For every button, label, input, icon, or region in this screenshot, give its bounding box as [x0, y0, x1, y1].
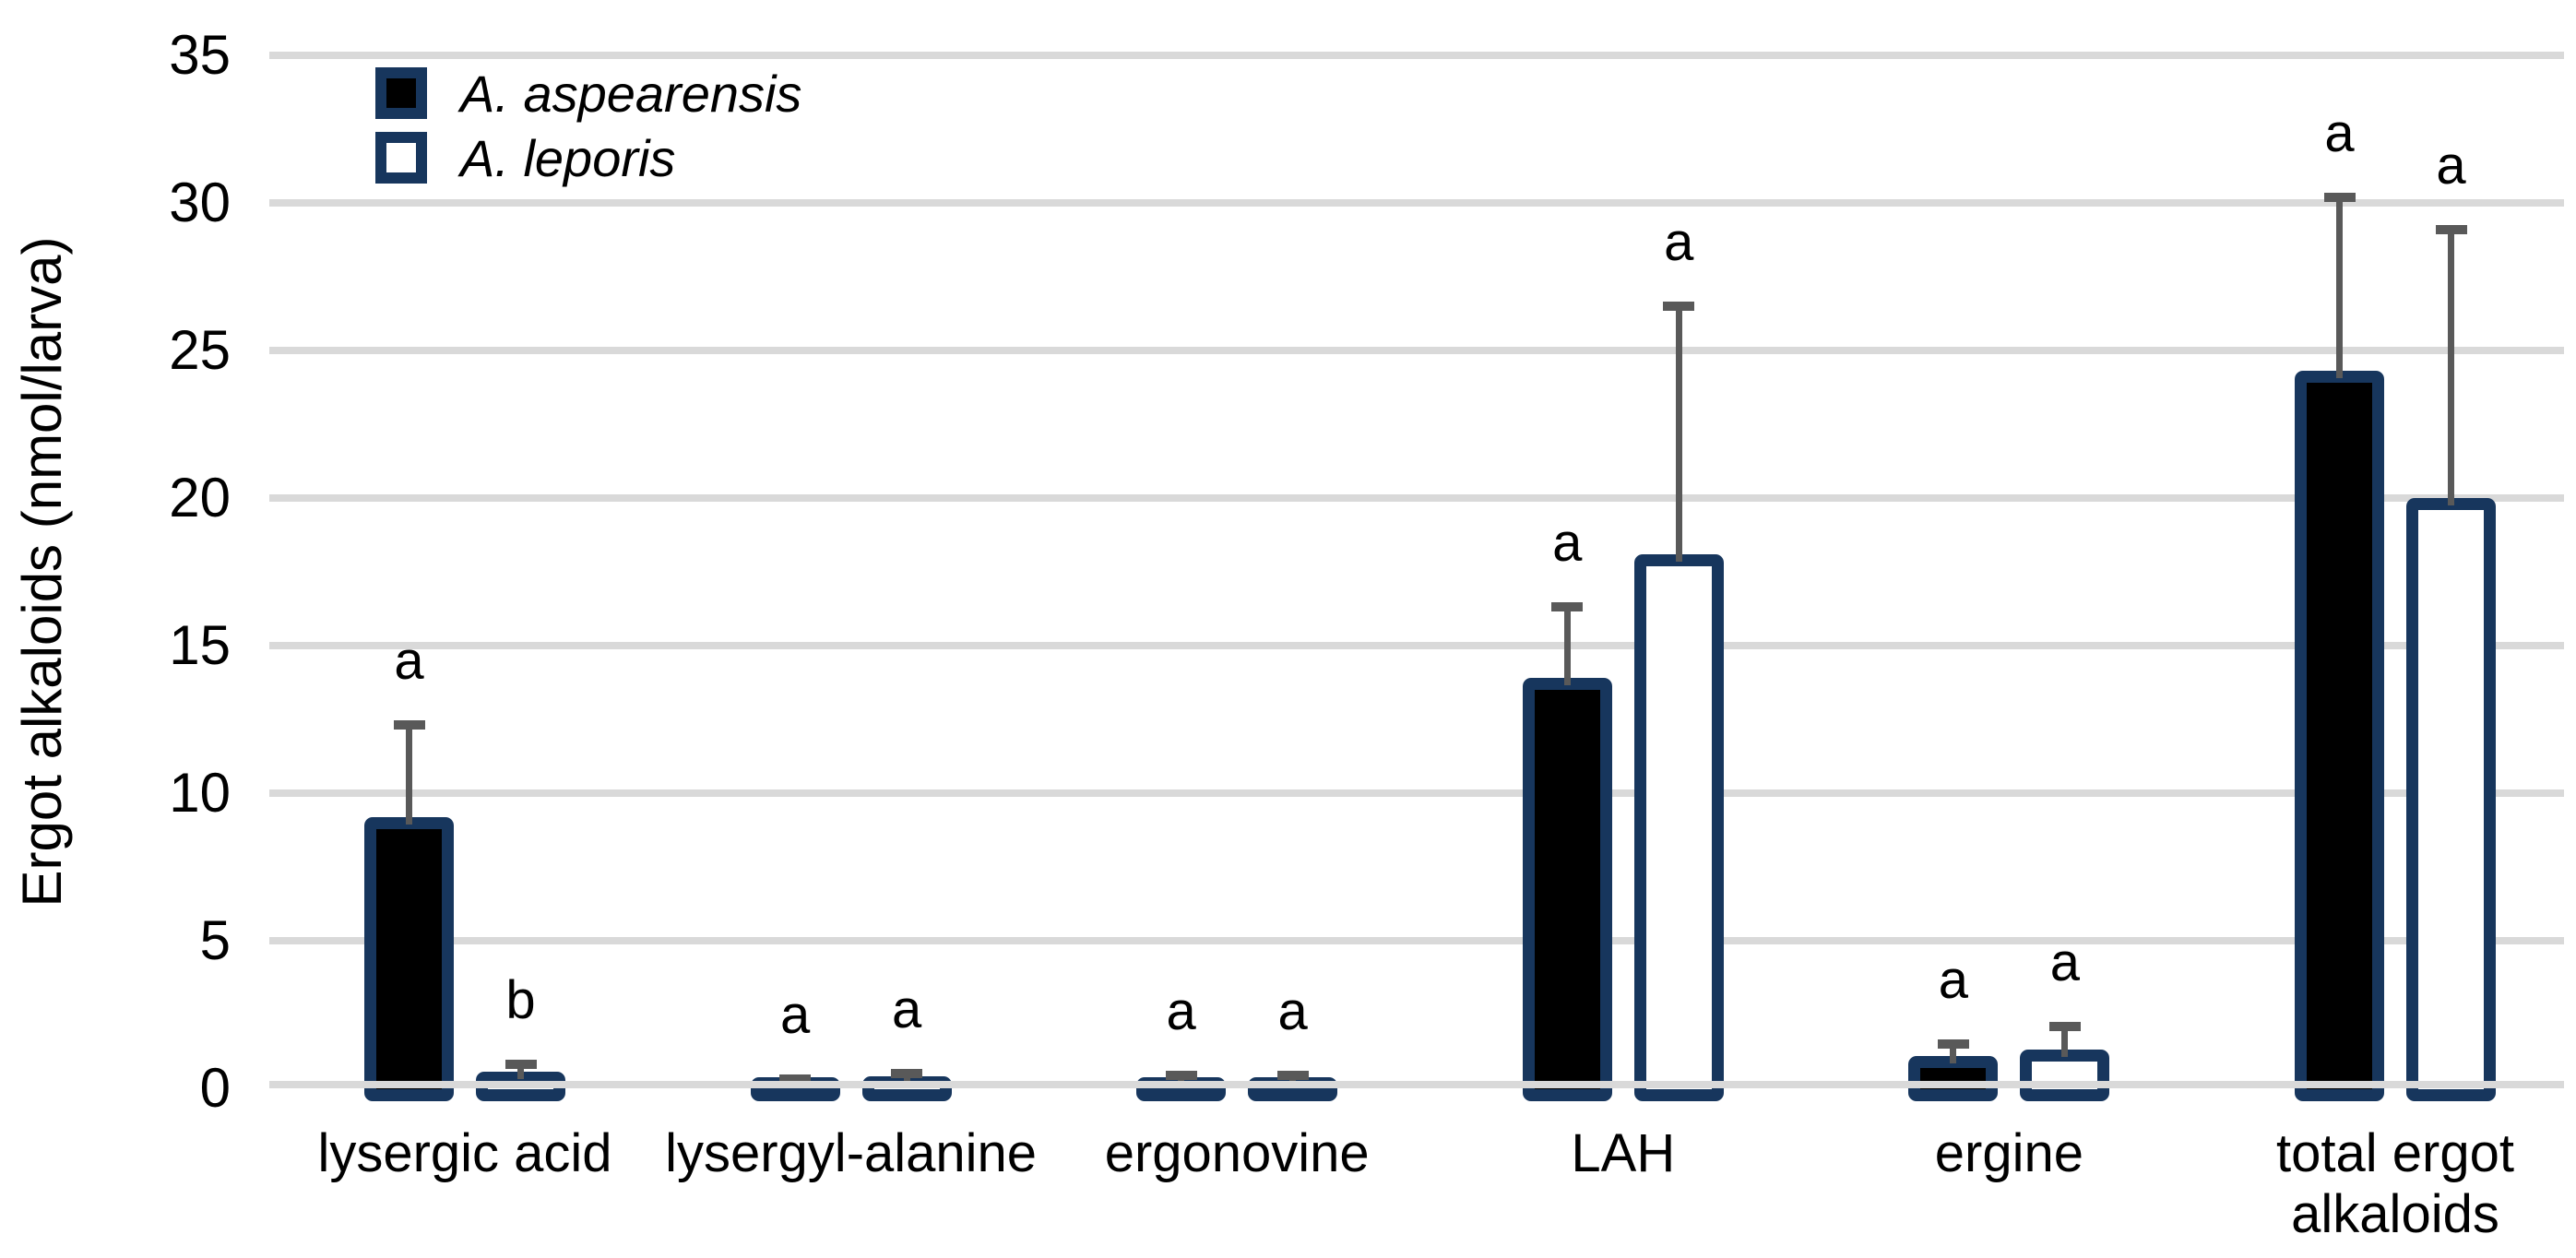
x-category-label-total-ergot-alkaloids: total ergot alkaloids	[2276, 1123, 2514, 1244]
error-bar-cap	[393, 720, 425, 730]
bar-a-leporis-ergine	[2020, 1050, 2110, 1101]
error-bar-cap	[1551, 602, 1584, 612]
y-tick-label-30: 30	[169, 172, 231, 233]
legend-swatch-open-square-icon	[375, 132, 427, 184]
x-category-label-ergonovine: ergonovine	[1104, 1123, 1370, 1183]
y-tick-label-25: 25	[169, 319, 231, 381]
y-tick-label-5: 5	[199, 909, 231, 971]
bar-a-leporis-total-ergot-alkaloids	[2406, 498, 2496, 1101]
y-tick-label-10: 10	[169, 762, 231, 824]
error-bar-cap	[2048, 1021, 2081, 1031]
x-category-label-lysergic-acid: lysergic acid	[317, 1123, 612, 1183]
x-category-label-ergine: ergine	[1934, 1123, 2083, 1183]
error-bar-line	[1950, 1044, 1957, 1063]
bar-a-aspearensis-lysergic-acid	[364, 816, 454, 1101]
y-axis-title: Ergot alkaloids (nmol/larva)	[11, 236, 73, 908]
significance-letter: a	[1277, 980, 1308, 1041]
significance-letter: a	[2049, 932, 2081, 992]
significance-letter: a	[2436, 135, 2466, 196]
error-bar-cap	[779, 1074, 812, 1085]
gridline-15	[269, 642, 2564, 649]
error-bar-line	[1675, 306, 1682, 562]
gridline-30	[269, 199, 2564, 207]
significance-letter: a	[394, 631, 424, 692]
error-bar-line	[1563, 607, 1571, 686]
bar-a-aspearensis-lah	[1522, 678, 1612, 1101]
legend-swatch-filled-square-icon	[375, 67, 427, 119]
significance-letter: a	[1938, 950, 1969, 1010]
error-bar-line	[2061, 1026, 2069, 1058]
y-tick-label-0: 0	[199, 1057, 231, 1119]
significance-letter: a	[1664, 212, 1694, 272]
gridline-25	[269, 347, 2564, 354]
error-bar-line	[1289, 1074, 1297, 1085]
x-category-label-lysergyl-alanine: lysergyl-alanine	[665, 1123, 1038, 1183]
error-bar-line	[1178, 1074, 1185, 1085]
significance-letter: b	[505, 970, 536, 1031]
error-bar-line	[517, 1064, 524, 1080]
error-bar-cap	[2435, 224, 2467, 234]
x-category-label-lah: LAH	[1571, 1123, 1676, 1183]
error-bar-line	[2448, 229, 2454, 505]
error-bar-cap	[2323, 192, 2356, 202]
error-bar-cap	[1937, 1039, 1969, 1049]
legend-label: A. leporis	[460, 128, 676, 187]
error-bar-cap	[1663, 302, 1695, 311]
legend-item-leporis: A. leporis	[375, 129, 801, 187]
bar-a-leporis-lah	[1633, 553, 1724, 1101]
bar-a-aspearensis-ergine	[1908, 1055, 1999, 1101]
significance-letter: a	[1552, 513, 1583, 574]
bar-a-aspearensis-total-ergot-alkaloids	[2295, 371, 2384, 1101]
gridline-5	[269, 937, 2564, 944]
error-bar-cap	[1165, 1070, 1197, 1080]
error-bar-cap	[1276, 1070, 1309, 1080]
gridline-35	[269, 52, 2564, 59]
significance-letter: a	[2324, 102, 2355, 163]
y-tick-label-15: 15	[169, 614, 231, 676]
gridline-20	[269, 494, 2564, 502]
baseline-gridline	[269, 1081, 2564, 1088]
error-bar-line	[406, 725, 412, 825]
error-bar-cap	[505, 1060, 537, 1070]
gridline-10	[269, 789, 2564, 797]
legend-item-aspearensis: A. aspearensis	[375, 65, 801, 123]
y-tick-label-20: 20	[169, 467, 231, 528]
significance-letter: a	[1166, 980, 1196, 1041]
error-bar-line	[903, 1074, 910, 1085]
significance-letter: a	[779, 985, 811, 1046]
legend-label: A. aspearensis	[460, 64, 802, 123]
error-bar-cap	[891, 1069, 923, 1078]
significance-letter: a	[891, 979, 922, 1039]
error-bar-line	[2336, 196, 2343, 379]
legend: A. aspearensis A. leporis	[375, 65, 801, 196]
y-tick-label-35: 35	[169, 24, 231, 86]
